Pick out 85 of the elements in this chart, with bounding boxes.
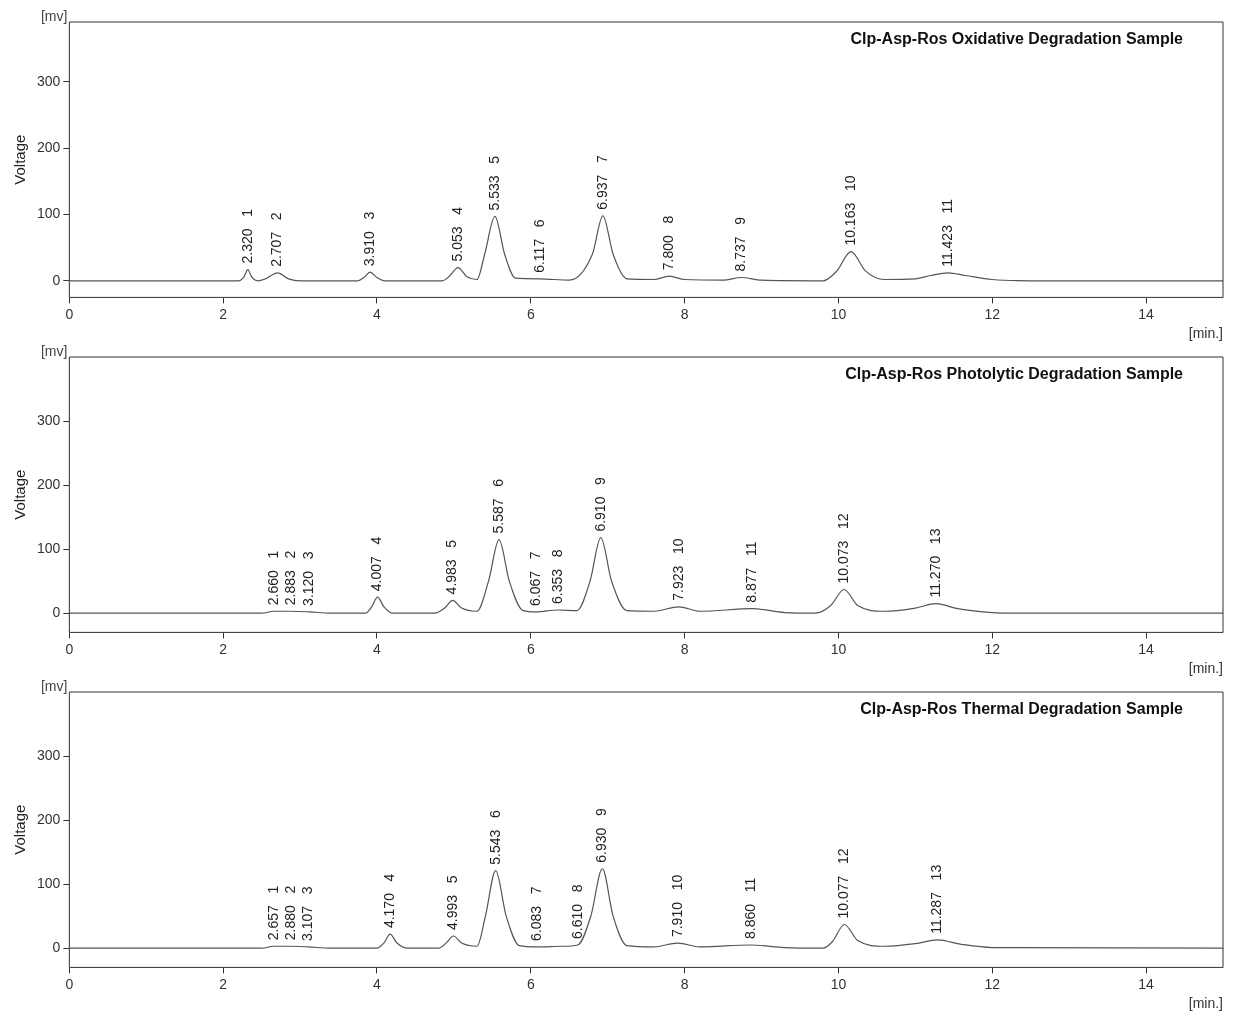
annotation: 6.353 8 — [548, 549, 565, 604]
x-tick-label: 2 — [219, 305, 228, 322]
y-axis-title: Voltage — [11, 469, 29, 520]
x-tick-label: 10 — [830, 305, 847, 322]
x-tick-label: 2 — [219, 975, 228, 992]
x-tick-label: 12 — [984, 305, 1001, 322]
annotation: 2.707 2 — [268, 212, 285, 267]
annotation: 4.983 5 — [443, 539, 460, 595]
y-tick-label: 100 — [37, 205, 61, 222]
annotation: 3.910 3 — [360, 211, 377, 267]
text: [mv] — [40, 342, 68, 359]
x-tick-label: 8 — [680, 305, 689, 322]
text: [mv] — [40, 677, 68, 694]
annotation: 10.077 12 — [835, 848, 852, 919]
x-tick-label: 12 — [984, 640, 1001, 657]
text: Clp-Asp-Ros Thermal Degradation Sample — [860, 700, 1184, 718]
y-axis-title: Voltage — [11, 134, 29, 185]
x-tick-label: 4 — [373, 975, 382, 992]
annotation: 6.067 7 — [526, 551, 543, 606]
annotation: 2.320 1 — [238, 208, 255, 264]
y-axis-title: Voltage — [11, 804, 29, 855]
y-tick-label: 100 — [37, 875, 61, 891]
annotation: 11.423 11 — [938, 198, 955, 267]
x-axis-title: [min.] — [1188, 325, 1223, 342]
x-tick-label: 4 — [373, 305, 382, 322]
annotation: 2.883 2 — [281, 550, 298, 606]
annotation: 7.800 8 — [660, 215, 677, 271]
y-tick-label: 300 — [37, 746, 61, 763]
annotation: 11.287 13 — [928, 864, 945, 934]
annotation: 10.163 10 — [841, 175, 858, 246]
annotation: 5.533 5 — [485, 155, 502, 211]
x-tick-label: 0 — [65, 640, 74, 657]
annotation: 4.007 4 — [368, 536, 385, 592]
y-tick-label: 0 — [52, 939, 61, 956]
annotation: 2.657 1 — [264, 885, 281, 941]
annotation: 6.117 6 — [530, 219, 547, 273]
annotation: 8.877 11 — [742, 541, 759, 603]
x-tick-label: 14 — [1138, 640, 1155, 657]
x-tick-label: 8 — [680, 975, 689, 992]
x-axis-title: [min.] — [1188, 660, 1223, 677]
annotation: 10.073 12 — [834, 513, 851, 584]
x-tick-label: 14 — [1138, 305, 1155, 322]
annotation: 8.860 11 — [741, 877, 758, 939]
y-tick-label: 200 — [37, 810, 61, 827]
annotation: 8.737 9 — [732, 216, 749, 272]
y-tick-label: 100 — [37, 540, 61, 556]
y-tick-label: 0 — [52, 604, 61, 621]
annotation: 6.083 7 — [528, 886, 545, 941]
text: Clp-Asp-Ros Oxidative Degradation Sample — [850, 30, 1184, 48]
x-tick-label: 10 — [830, 640, 847, 657]
annotation: 6.910 9 — [591, 476, 608, 532]
annotation: 3.107 3 — [299, 886, 316, 941]
text: Clp-Asp-Ros Photolytic Degradation Sample — [845, 365, 1184, 383]
annotation: 2.880 2 — [281, 885, 298, 941]
x-tick-label: 0 — [65, 305, 74, 322]
y-tick-label: 200 — [37, 138, 61, 155]
annotation: 5.543 6 — [486, 809, 503, 865]
x-tick-label: 0 — [65, 975, 74, 992]
annotation: 6.930 9 — [593, 808, 610, 863]
annotation: 4.170 4 — [380, 873, 397, 929]
x-tick-label: 6 — [526, 975, 535, 992]
x-axis-title: [min.] — [1188, 995, 1223, 1012]
annotation: 7.923 10 — [669, 538, 686, 601]
y-tick-label: 0 — [52, 271, 61, 288]
x-tick-label: 14 — [1138, 975, 1155, 992]
x-tick-label: 12 — [984, 975, 1001, 992]
annotation: 5.053 4 — [448, 206, 465, 262]
text: [mv] — [40, 7, 68, 24]
x-tick-label: 6 — [526, 305, 535, 322]
y-tick-label: 300 — [37, 72, 61, 89]
x-tick-label: 4 — [373, 640, 382, 657]
x-tick-label: 10 — [830, 975, 847, 992]
annotation: 5.587 6 — [489, 478, 506, 534]
y-tick-label: 200 — [37, 475, 61, 492]
x-tick-label: 6 — [526, 640, 535, 657]
annotation: 6.610 8 — [568, 884, 585, 939]
y-tick-label: 300 — [37, 411, 61, 428]
annotation: 7.910 10 — [668, 874, 685, 938]
x-tick-label: 2 — [219, 640, 228, 657]
x-tick-label: 8 — [680, 640, 689, 657]
annotation: 2.660 1 — [264, 550, 281, 606]
annotation: 6.937 7 — [593, 155, 610, 210]
annotation: 3.120 3 — [300, 551, 317, 606]
annotation: 4.993 5 — [444, 875, 461, 931]
annotation: 11.270 13 — [926, 528, 943, 598]
